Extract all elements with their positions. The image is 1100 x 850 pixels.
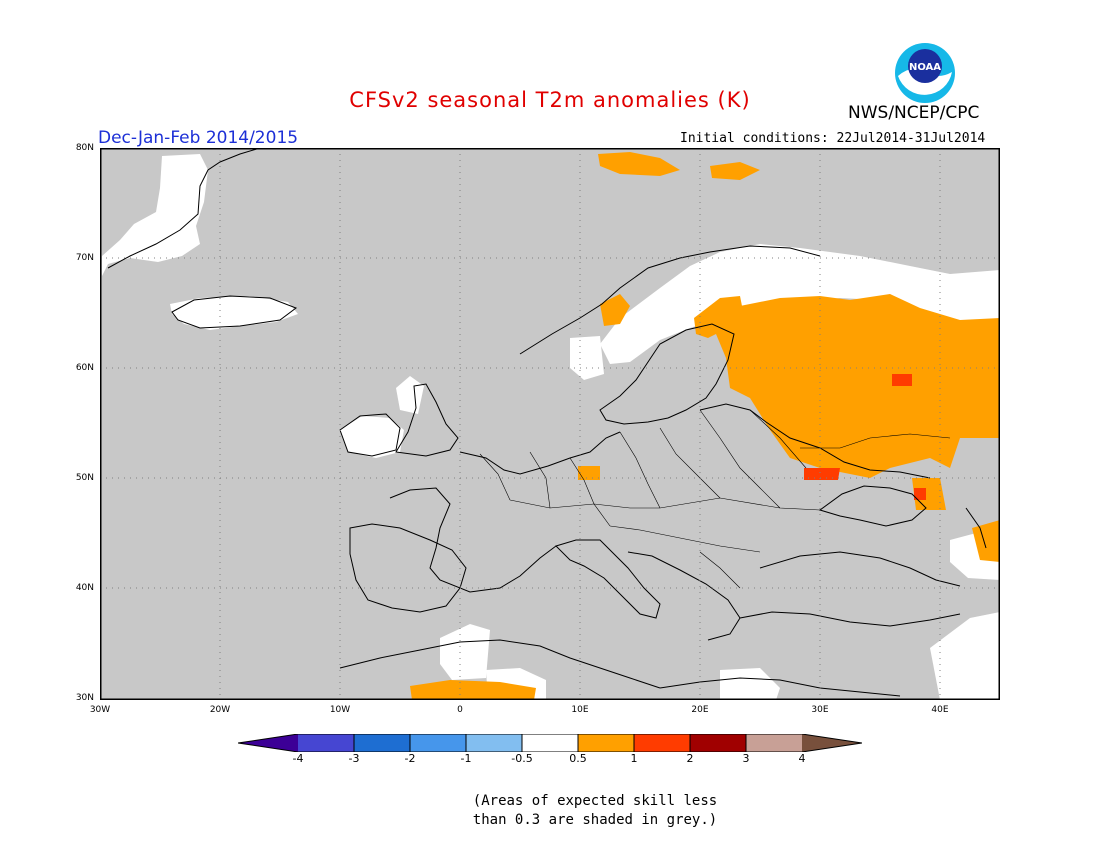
- region-libya: [720, 668, 780, 700]
- skill-note-line: than 0.3 are shaded in grey.): [472, 812, 718, 828]
- season-label: Dec-Jan-Feb 2014/2015: [98, 128, 299, 148]
- region-central-europe: [578, 466, 600, 480]
- colorbar-bin: [746, 734, 802, 752]
- colorbar-label: 4: [798, 752, 806, 765]
- colorbar-arrow-high: [802, 734, 862, 752]
- lat-tick-label: 40N: [75, 583, 94, 593]
- colorbar-label: 3: [742, 752, 750, 765]
- noaa-logo: NOAA: [895, 43, 955, 103]
- region-middle-east: [930, 612, 1000, 700]
- colorbar-label: 0.5: [569, 752, 587, 765]
- region-svalbard-east: [710, 162, 760, 180]
- colorbar: [238, 734, 862, 752]
- colorbar-label: -3: [348, 752, 360, 765]
- colorbar-bin: [578, 734, 634, 752]
- agency-label: NWS/NCEP/CPC: [848, 103, 980, 123]
- colorbar-label: 2: [686, 752, 694, 765]
- anomaly-map: [100, 148, 1000, 700]
- hot-regions: [804, 374, 926, 500]
- colorbar-label: -4: [292, 752, 304, 765]
- svg-text:NOAA: NOAA: [909, 62, 941, 73]
- colorbar-bin: [298, 734, 354, 752]
- coastlines: [107, 148, 987, 697]
- colorbar-bin: [634, 734, 690, 752]
- skill-note: (Areas of expected skill less than 0.3 a…: [440, 792, 750, 830]
- lon-tick-label: 30E: [811, 705, 829, 715]
- lon-tick-label: 20W: [209, 705, 231, 715]
- region-northeast-corner: [972, 520, 1000, 562]
- lat-tick-label: 80N: [75, 143, 94, 153]
- region-ukraine: [804, 468, 840, 480]
- region-norway-coast: [570, 336, 604, 380]
- region-svalbard-west: [598, 152, 680, 176]
- warm-regions: [410, 152, 1000, 700]
- lon-tick-label: 0: [457, 705, 463, 715]
- region-western-russia: [716, 294, 1000, 478]
- init-conditions-label: Initial conditions: 22Jul2014-31Jul2014: [680, 131, 986, 146]
- graticule: [100, 148, 1000, 700]
- colorbar-bin: [410, 734, 466, 752]
- lat-tick-label: 30N: [75, 693, 94, 703]
- colorbar-bin: [466, 734, 522, 752]
- borders: [479, 409, 951, 589]
- map-title: CFSv2 seasonal T2m anomalies (K): [349, 88, 751, 112]
- lon-tick-label: 30W: [89, 705, 111, 715]
- lat-tick-label: 50N: [75, 473, 94, 483]
- region-central-norway: [600, 294, 630, 326]
- lat-tick-label: 60N: [75, 363, 94, 373]
- region-north-africa: [440, 624, 490, 680]
- colorbar-label: 1: [630, 752, 638, 765]
- region-algeria: [410, 680, 536, 700]
- region-iceland: [170, 296, 298, 330]
- region-black-sea-north: [914, 488, 926, 500]
- lat-tick-label: 70N: [75, 253, 94, 263]
- skill-note-line: (Areas of expected skill less: [472, 793, 718, 809]
- lon-tick-label: 10W: [329, 705, 351, 715]
- colorbar-bin: [354, 734, 410, 752]
- lon-tick-label: 20E: [691, 705, 709, 715]
- colorbar-arrow-low: [238, 734, 298, 752]
- lon-tick-label: 10E: [571, 705, 589, 715]
- colorbar-bin: [522, 734, 578, 752]
- region-ireland: [340, 416, 404, 458]
- region-finland: [694, 296, 744, 338]
- map-frame: [100, 148, 1000, 700]
- colorbar-label: -1: [460, 752, 472, 765]
- region-greenland: [102, 154, 208, 276]
- colorbar-label: -0.5: [511, 752, 533, 765]
- colorbar-label: -2: [404, 752, 416, 765]
- colorbar-bin: [690, 734, 746, 752]
- lon-tick-label: 40E: [931, 705, 949, 715]
- region-moscow: [892, 374, 912, 386]
